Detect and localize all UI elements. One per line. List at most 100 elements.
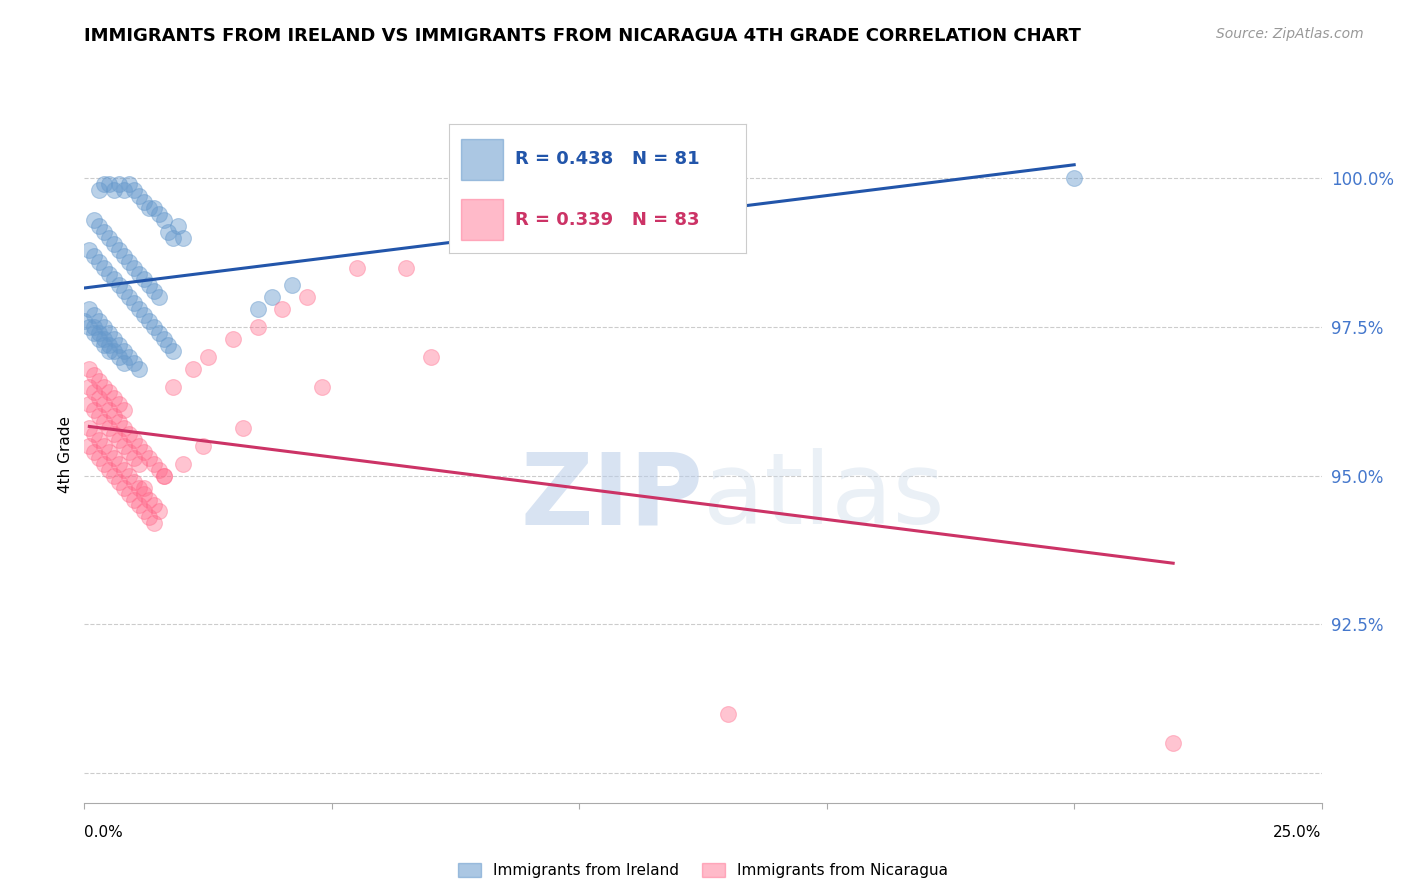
Point xyxy=(1063,171,1085,186)
Point xyxy=(138,278,160,293)
Point xyxy=(122,475,145,489)
Point xyxy=(138,314,160,328)
Point xyxy=(138,492,160,507)
Point xyxy=(142,516,165,531)
Point xyxy=(138,450,160,465)
Point xyxy=(118,350,141,364)
Point xyxy=(83,326,105,340)
Point xyxy=(83,213,105,227)
Point xyxy=(148,326,170,340)
Point xyxy=(148,504,170,518)
Point xyxy=(98,343,121,358)
Point xyxy=(118,445,141,459)
Point xyxy=(122,356,145,370)
Point xyxy=(98,445,121,459)
Point xyxy=(112,343,135,358)
Point xyxy=(132,195,155,210)
Point xyxy=(1161,736,1184,750)
Point xyxy=(108,350,131,364)
Point xyxy=(103,343,125,358)
Point xyxy=(666,183,689,197)
Point xyxy=(93,379,115,393)
Point xyxy=(93,439,115,453)
Y-axis label: 4th Grade: 4th Grade xyxy=(58,417,73,493)
Point xyxy=(112,481,135,495)
Point xyxy=(112,421,135,435)
Point xyxy=(108,278,131,293)
Point xyxy=(157,338,180,352)
Point xyxy=(93,320,115,334)
Point xyxy=(93,332,115,346)
Point xyxy=(93,225,115,239)
Point xyxy=(142,457,165,471)
Point xyxy=(103,236,125,251)
Point xyxy=(98,178,121,192)
Text: Source: ZipAtlas.com: Source: ZipAtlas.com xyxy=(1216,27,1364,41)
Point xyxy=(118,486,141,500)
Point xyxy=(148,290,170,304)
Point xyxy=(132,504,155,518)
Point xyxy=(112,439,135,453)
Point xyxy=(148,207,170,221)
Point xyxy=(93,178,115,192)
Point xyxy=(83,320,105,334)
Point xyxy=(395,260,418,275)
Point xyxy=(132,481,155,495)
Point xyxy=(89,219,111,233)
Text: atlas: atlas xyxy=(703,448,945,545)
Point xyxy=(191,439,214,453)
Point xyxy=(281,278,304,293)
Point xyxy=(103,427,125,442)
Point xyxy=(148,463,170,477)
Point xyxy=(79,243,101,257)
Point xyxy=(108,415,131,429)
Point xyxy=(89,392,111,406)
Point xyxy=(103,409,125,424)
Point xyxy=(108,178,131,192)
Point xyxy=(83,368,105,382)
Point xyxy=(89,409,111,424)
Point xyxy=(93,415,115,429)
Point xyxy=(89,254,111,268)
Point xyxy=(93,457,115,471)
Point xyxy=(79,302,101,317)
Point xyxy=(93,397,115,411)
Point xyxy=(112,356,135,370)
Point xyxy=(108,433,131,447)
Point xyxy=(118,427,141,442)
Point xyxy=(79,421,101,435)
Point xyxy=(162,231,184,245)
Point xyxy=(222,332,245,346)
Point xyxy=(128,457,150,471)
Point xyxy=(108,243,131,257)
Point xyxy=(197,350,219,364)
Point xyxy=(246,302,269,317)
Point xyxy=(98,403,121,417)
Point xyxy=(172,231,194,245)
Point xyxy=(142,320,165,334)
Point xyxy=(98,267,121,281)
Point xyxy=(122,450,145,465)
Point xyxy=(89,314,111,328)
Point xyxy=(142,499,165,513)
Point xyxy=(98,463,121,477)
Point xyxy=(132,486,155,500)
Legend: Immigrants from Ireland, Immigrants from Nicaragua: Immigrants from Ireland, Immigrants from… xyxy=(450,855,956,886)
Point xyxy=(157,225,180,239)
Point xyxy=(79,320,101,334)
Point xyxy=(122,183,145,197)
Point xyxy=(142,285,165,299)
Point xyxy=(73,314,96,328)
Point xyxy=(262,290,284,304)
Point xyxy=(128,481,150,495)
Point xyxy=(162,379,184,393)
Point xyxy=(128,189,150,203)
Point xyxy=(89,183,111,197)
Point xyxy=(167,219,190,233)
Point xyxy=(112,249,135,263)
Point xyxy=(112,463,135,477)
Point xyxy=(89,326,111,340)
Point xyxy=(181,361,204,376)
Point xyxy=(108,397,131,411)
Point xyxy=(89,433,111,447)
